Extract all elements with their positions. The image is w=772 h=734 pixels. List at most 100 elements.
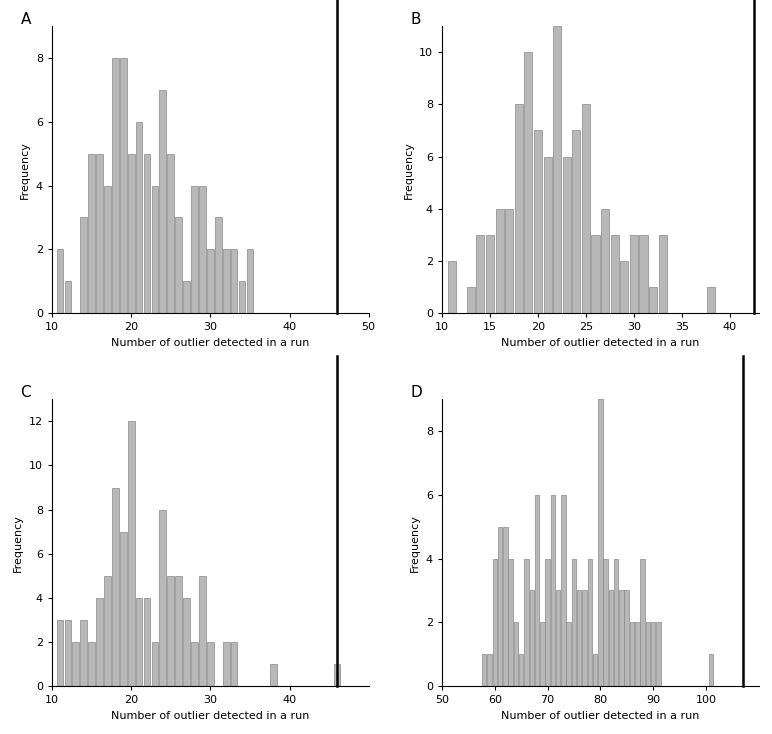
Text: C: C <box>20 385 31 400</box>
Bar <box>207 642 214 686</box>
Bar <box>128 421 134 686</box>
Bar <box>448 261 455 313</box>
Bar <box>73 642 80 686</box>
Bar <box>515 104 523 313</box>
Bar <box>598 399 603 686</box>
Bar <box>563 156 571 313</box>
Bar <box>503 527 508 686</box>
Bar <box>160 509 166 686</box>
Bar <box>56 250 63 313</box>
Bar <box>223 642 229 686</box>
Bar <box>513 622 518 686</box>
Bar <box>524 559 529 686</box>
Bar <box>534 131 542 313</box>
Bar <box>112 487 119 686</box>
Bar <box>572 559 576 686</box>
Bar <box>88 642 95 686</box>
Bar <box>104 186 111 313</box>
Bar <box>80 217 87 313</box>
Bar <box>65 281 71 313</box>
Bar <box>587 559 592 686</box>
Bar <box>611 235 619 313</box>
Bar <box>223 250 229 313</box>
Bar <box>635 622 639 686</box>
Text: B: B <box>411 12 421 27</box>
Bar <box>104 575 111 686</box>
Bar <box>334 664 340 686</box>
Y-axis label: Frequency: Frequency <box>13 514 23 572</box>
Bar <box>136 122 143 313</box>
Y-axis label: Frequency: Frequency <box>404 141 414 198</box>
Bar <box>582 104 590 313</box>
Bar <box>144 597 151 686</box>
Bar <box>136 597 143 686</box>
Text: A: A <box>20 12 31 27</box>
Bar <box>151 186 158 313</box>
Bar <box>88 153 95 313</box>
Y-axis label: Frequency: Frequency <box>411 514 420 572</box>
Bar <box>577 590 581 686</box>
Bar <box>625 590 629 686</box>
Bar <box>651 622 655 686</box>
Bar <box>593 654 598 686</box>
Bar <box>183 281 190 313</box>
Bar <box>231 642 238 686</box>
Bar <box>649 287 657 313</box>
Bar <box>604 559 608 686</box>
Bar <box>550 495 555 686</box>
Bar <box>80 620 87 686</box>
Bar <box>191 642 198 686</box>
Bar <box>175 575 182 686</box>
Bar <box>556 590 560 686</box>
Bar <box>620 261 628 313</box>
Bar <box>630 622 635 686</box>
Bar <box>487 654 492 686</box>
Bar <box>535 495 540 686</box>
Bar <box>524 52 533 313</box>
Bar <box>614 559 618 686</box>
Bar <box>561 495 566 686</box>
Bar <box>476 235 485 313</box>
Bar <box>709 654 713 686</box>
Bar <box>498 527 503 686</box>
Text: D: D <box>411 385 422 400</box>
Bar <box>572 131 581 313</box>
X-axis label: Number of outlier detected in a run: Number of outlier detected in a run <box>501 711 699 721</box>
Bar <box>509 559 513 686</box>
X-axis label: Number of outlier detected in a run: Number of outlier detected in a run <box>111 711 310 721</box>
Bar <box>270 664 277 686</box>
Bar <box>231 250 238 313</box>
Bar <box>630 235 638 313</box>
Bar <box>543 156 552 313</box>
Bar <box>496 208 503 313</box>
Bar <box>160 90 166 313</box>
Bar <box>493 559 497 686</box>
Bar <box>199 186 206 313</box>
Bar <box>128 153 134 313</box>
Bar <box>639 235 648 313</box>
Bar <box>168 575 174 686</box>
Bar <box>540 622 544 686</box>
Bar <box>120 531 127 686</box>
Bar <box>215 217 222 313</box>
Bar <box>482 654 486 686</box>
Bar <box>175 217 182 313</box>
Bar <box>582 590 587 686</box>
Bar <box>645 622 650 686</box>
Bar <box>239 281 245 313</box>
Bar <box>601 208 609 313</box>
Bar <box>96 153 103 313</box>
Bar <box>519 654 523 686</box>
Bar <box>199 575 206 686</box>
Bar <box>467 287 475 313</box>
Bar <box>151 642 158 686</box>
Bar <box>486 235 494 313</box>
Bar <box>96 597 103 686</box>
Bar <box>505 208 513 313</box>
Bar <box>144 153 151 313</box>
Bar <box>56 620 63 686</box>
Y-axis label: Frequency: Frequency <box>20 141 30 198</box>
Bar <box>112 58 119 313</box>
Bar <box>656 622 661 686</box>
Bar <box>545 559 550 686</box>
